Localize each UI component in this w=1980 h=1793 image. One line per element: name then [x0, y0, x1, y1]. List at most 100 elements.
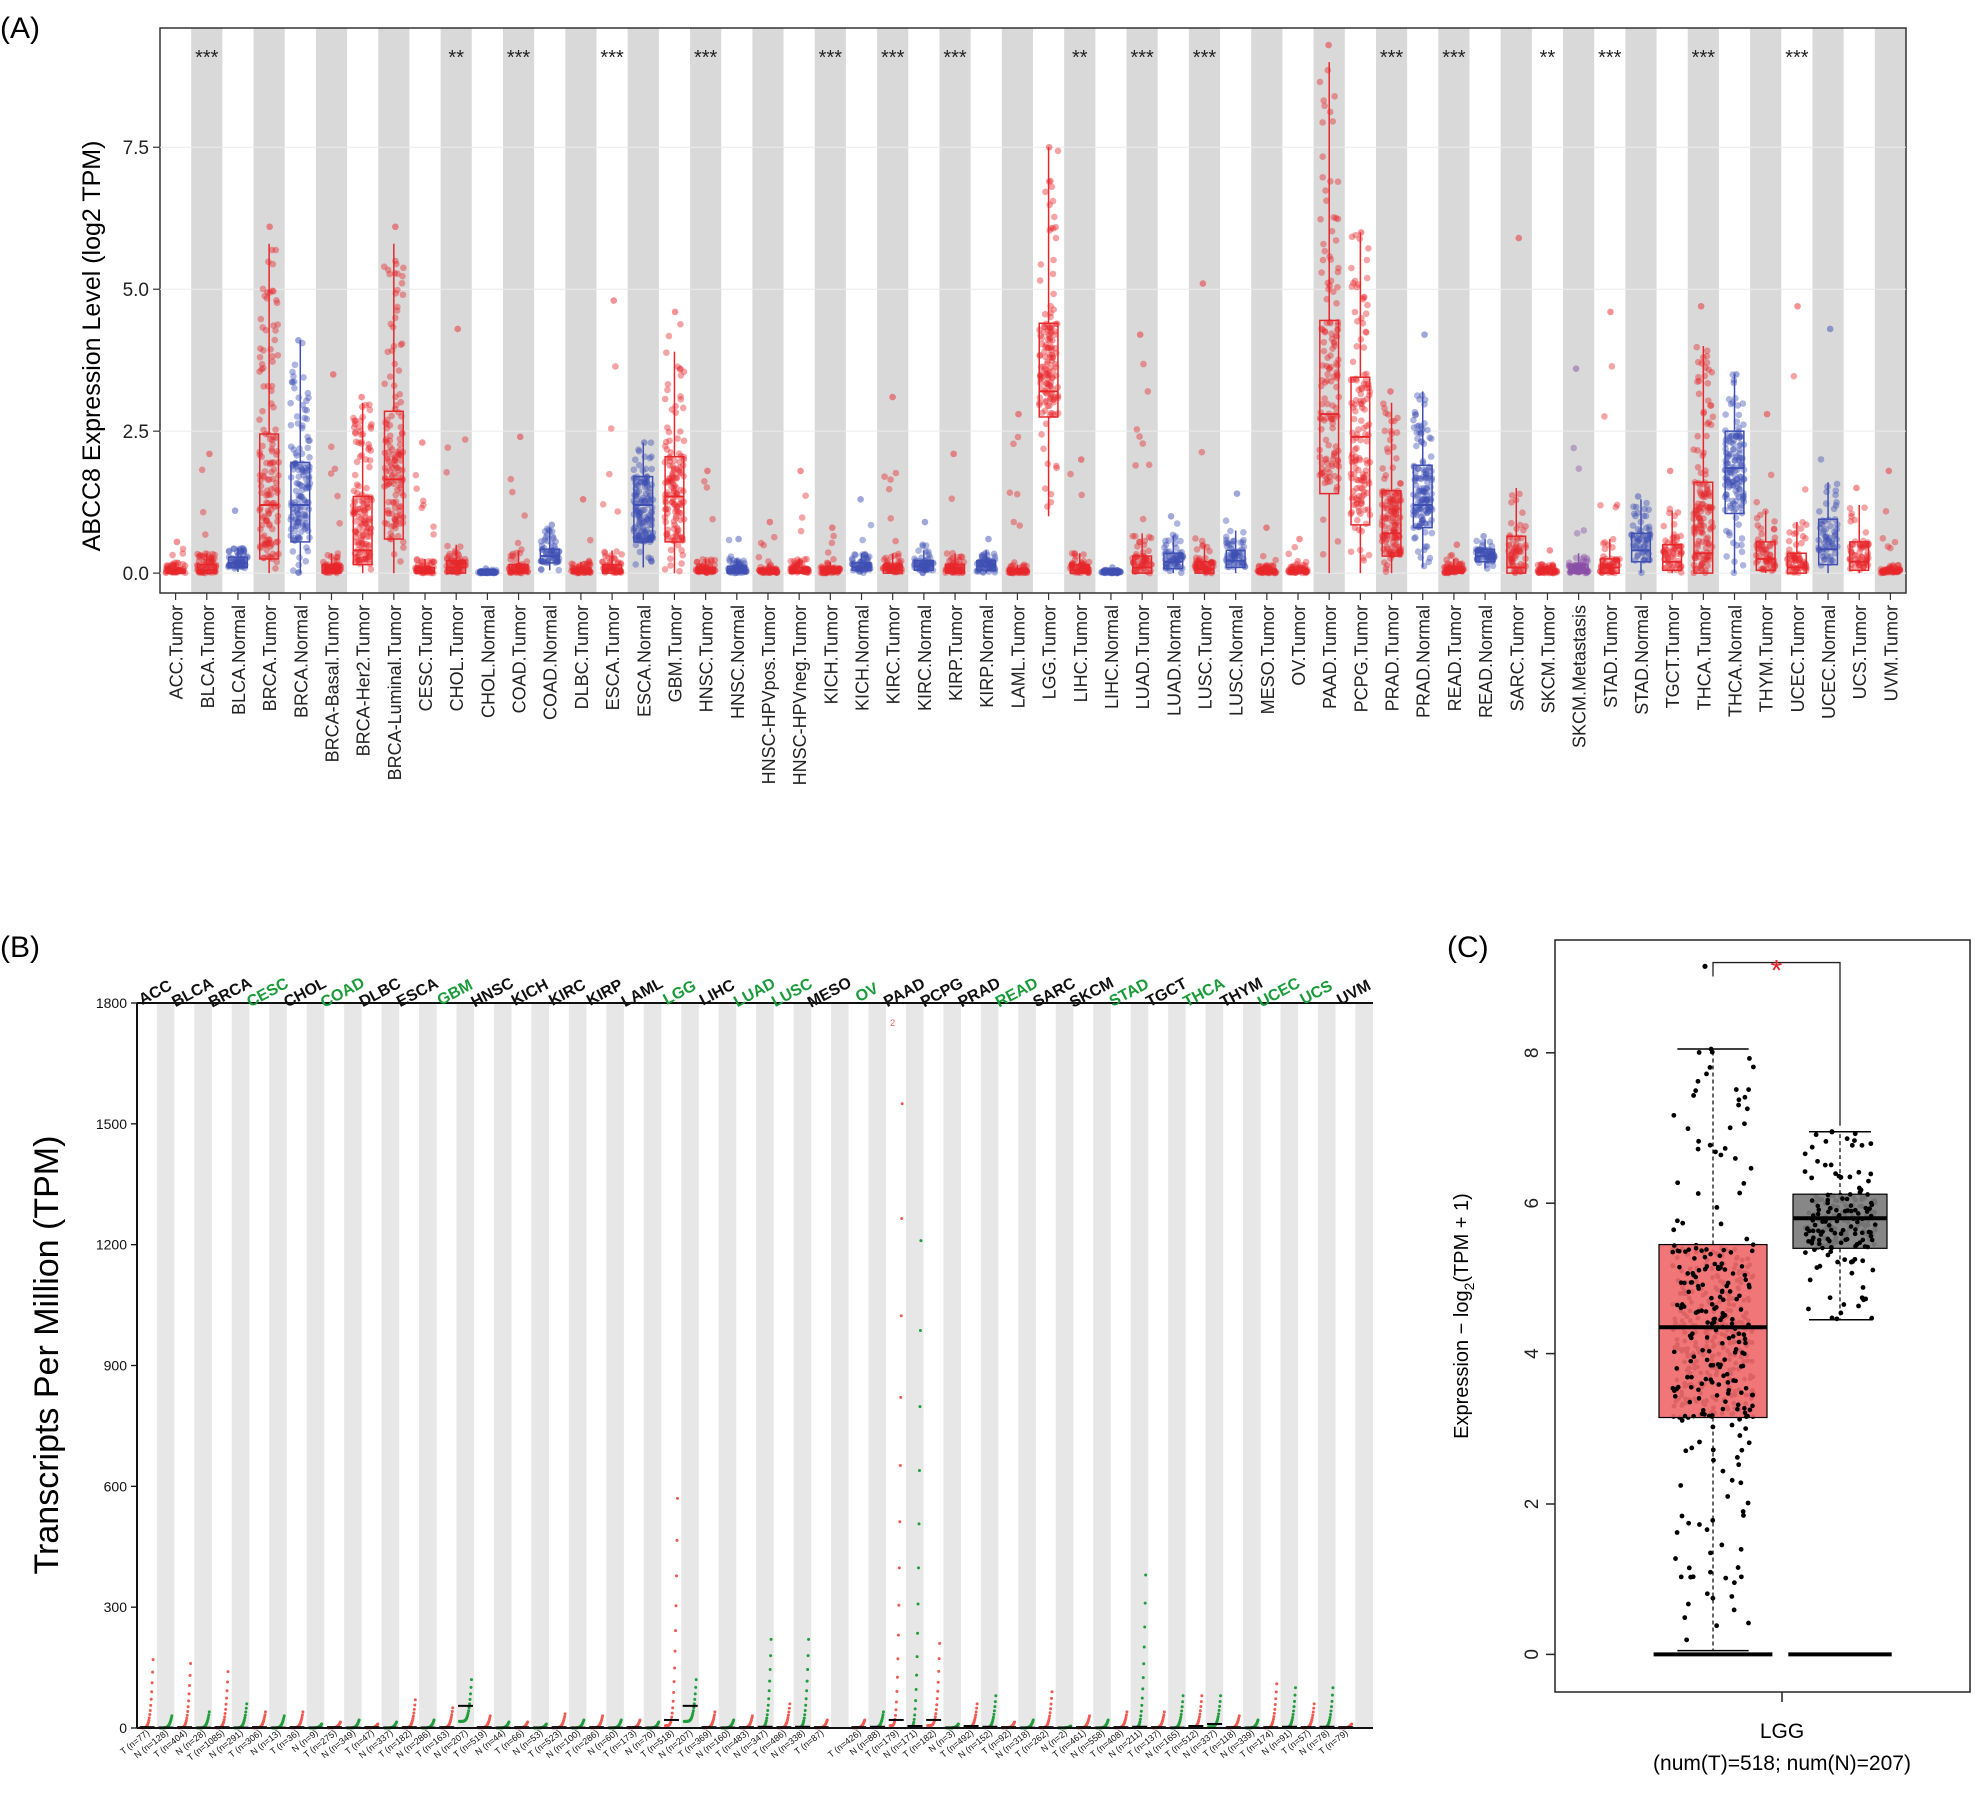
panel-a-point	[670, 466, 678, 474]
panel-a-point	[333, 562, 340, 569]
panel-a-point	[663, 446, 671, 453]
panel-a-band	[877, 28, 909, 593]
panel-a-point	[1634, 525, 1642, 533]
panel-a-point	[291, 528, 299, 535]
panel-a-point	[272, 327, 279, 334]
panel-a-point	[355, 541, 362, 549]
panel-a-significance: ***	[694, 47, 718, 69]
panel-a-point	[701, 477, 708, 485]
panel-a-point	[427, 560, 435, 567]
panel-a-point	[640, 494, 647, 502]
panel-a-point	[354, 529, 361, 537]
panel-a-point	[179, 550, 187, 557]
panel-a-point	[390, 522, 398, 529]
panel-a-point	[641, 497, 648, 504]
panel-a-point	[674, 508, 682, 515]
panel-a-point	[287, 443, 295, 450]
panel-a-point	[644, 535, 652, 542]
panel-a-point	[1078, 562, 1085, 569]
panel-a-point	[830, 532, 837, 540]
panel-a-point	[301, 468, 309, 476]
panel-a-point	[391, 455, 399, 463]
panel-a-point	[1753, 498, 1761, 506]
panel-a-point	[552, 538, 560, 546]
panel-a-point	[645, 512, 653, 519]
panel-a-point	[1695, 377, 1703, 385]
panel-a-point	[294, 522, 301, 530]
panel-a-point-max	[735, 535, 742, 543]
panel-a-point	[1819, 553, 1827, 560]
panel-a-point-max	[1167, 513, 1175, 520]
panel-a-point	[265, 509, 273, 517]
panel-a-point	[394, 286, 401, 294]
panel-a-point	[1703, 359, 1711, 367]
panel-a-point	[264, 476, 272, 483]
panel-a-significance: ***	[1442, 47, 1466, 69]
panel-a-point	[1509, 560, 1516, 568]
panel-a-point	[353, 489, 361, 497]
panel-b-band	[231, 1003, 250, 1728]
panel-a-point	[1643, 499, 1650, 507]
panel-a-point	[1390, 512, 1398, 519]
panel-a-point	[635, 532, 642, 539]
panel-a-point	[1422, 520, 1430, 528]
panel-a-xtick-label: KIRP.Normal	[977, 605, 997, 708]
panel-a-point	[632, 456, 639, 463]
panel-a-point	[1520, 526, 1527, 534]
panel-a-point	[294, 518, 302, 525]
panel-a-point	[1735, 424, 1743, 432]
panel-a-point	[636, 513, 644, 521]
panel-a-point	[1824, 536, 1832, 544]
panel-a-point	[1738, 548, 1746, 556]
panel-a-point-max	[610, 297, 618, 304]
panel-a-point	[360, 506, 368, 514]
panel-a-point	[740, 557, 747, 565]
panel-b-band	[831, 1003, 849, 1728]
panel-a-point	[1349, 358, 1357, 366]
panel-a-point	[1334, 178, 1342, 186]
panel-a-point	[230, 545, 237, 552]
panel-a-point	[305, 437, 312, 444]
panel-a-point	[264, 491, 271, 498]
panel-a-point	[1049, 270, 1057, 278]
panel-a-point	[1695, 358, 1702, 366]
panel-a-point	[1379, 465, 1386, 472]
panel-a-point	[1365, 245, 1372, 252]
panel-a-point	[225, 547, 233, 555]
panel-a-point	[642, 478, 649, 486]
panel-a-band	[1188, 28, 1221, 593]
panel-a-point	[292, 522, 300, 530]
panel-a-point	[541, 536, 548, 544]
panel-b-band	[156, 1003, 175, 1728]
panel-b-point	[185, 1713, 189, 1717]
panel-a-point	[359, 532, 367, 540]
panel-a-point	[261, 292, 269, 300]
panel-a-point	[259, 472, 267, 480]
panel-a-point	[272, 426, 279, 433]
panel-a-point	[398, 279, 406, 287]
panel-a-point	[353, 458, 361, 466]
panel-b-band	[643, 1003, 662, 1728]
panel-a-point	[391, 504, 399, 512]
panel-a-point	[673, 506, 680, 513]
panel-a-point	[1413, 429, 1421, 436]
panel-a-xtick-label: BRCA-Luminal.Tumor	[385, 605, 405, 780]
panel-a-point	[1320, 347, 1328, 355]
panel-a-point	[638, 528, 645, 535]
panel-a-point	[1198, 537, 1206, 545]
panel-a-point	[395, 466, 403, 473]
panel-a-point	[269, 260, 277, 268]
panel-a-point	[430, 558, 437, 566]
panel-a-point	[514, 539, 522, 547]
panel-a-xtick-label: UVM.Tumor	[1881, 605, 1901, 701]
panel-a-point	[351, 417, 358, 425]
panel-a-point	[1145, 547, 1152, 555]
panel-a-point	[729, 560, 737, 567]
panel-a-point-max	[1697, 302, 1705, 310]
panel-a-point	[676, 469, 683, 476]
panel-a-point	[260, 473, 268, 481]
panel-b-point	[149, 1703, 153, 1707]
panel-a-point	[668, 478, 676, 485]
panel-a-significance: ***	[1380, 47, 1404, 69]
panel-a-point	[334, 550, 342, 557]
